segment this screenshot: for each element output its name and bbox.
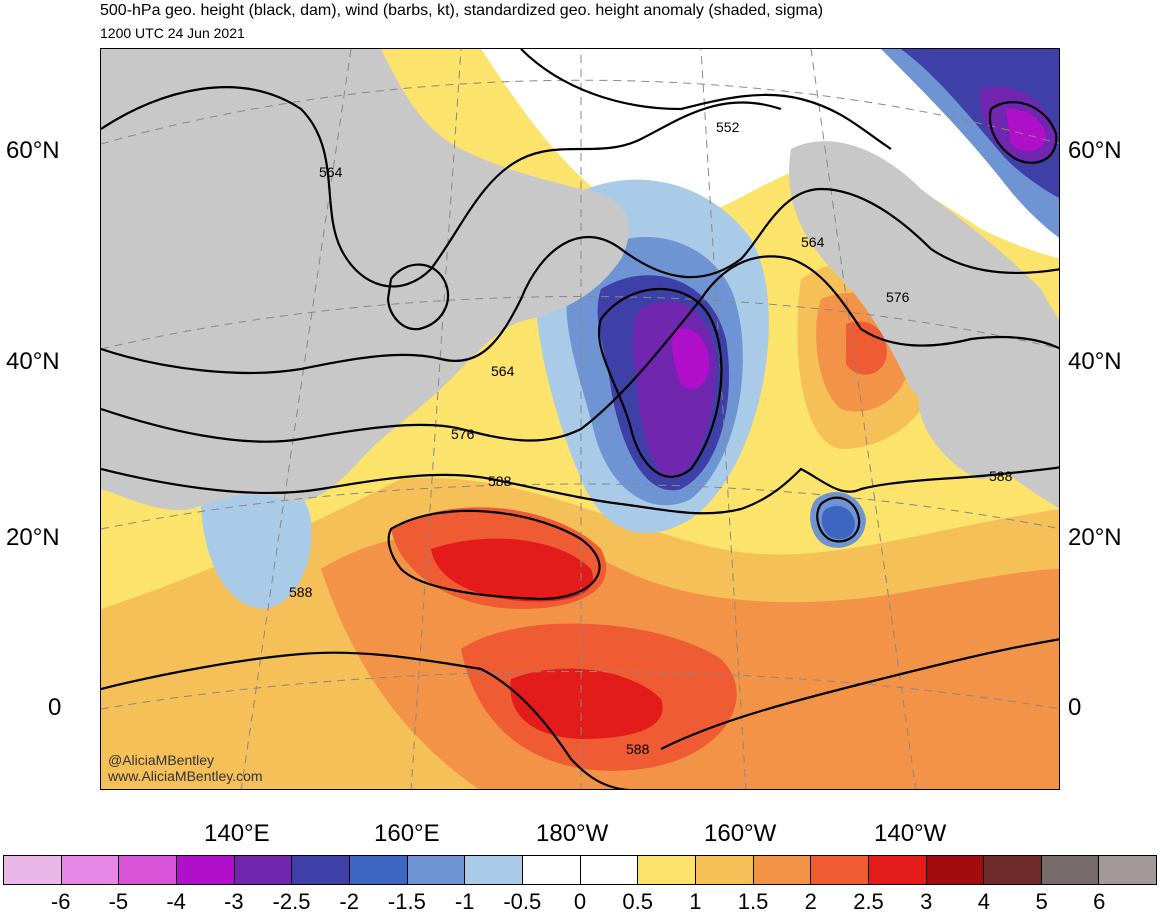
- contour-label: 576: [451, 426, 475, 442]
- lat-label-right: 60°N: [1068, 137, 1122, 164]
- anomaly-max-north: [431, 538, 593, 602]
- colorbar-tick-label: -2: [339, 889, 359, 914]
- contour-nw-low: [386, 263, 450, 331]
- credit-site: www.AliciaMBentley.com: [108, 768, 263, 784]
- graticule: [101, 49, 1059, 789]
- contour-552: [520, 49, 892, 150]
- lon-label: 180°W: [536, 820, 609, 847]
- lon-label: 160°W: [704, 820, 777, 847]
- colorbar-tick-label: 3: [920, 889, 933, 914]
- contour-label: 564: [319, 164, 343, 180]
- lat-label-left: 0: [48, 694, 62, 721]
- contour-label: 564: [801, 234, 825, 250]
- valid-time: 1200 UTC 24 Jun 2021: [100, 25, 245, 41]
- contour-label: 552: [716, 119, 740, 135]
- colorbar-swatch: [1099, 856, 1157, 884]
- colorbar-tick-label: 1: [689, 889, 702, 914]
- colorbar-swatch: [638, 856, 696, 884]
- contour-cutoff: [816, 496, 861, 543]
- anomaly-max-south: [510, 668, 663, 739]
- contour-ne-low: [988, 101, 1058, 164]
- lat-label-right: 40°N: [1068, 348, 1122, 375]
- credit-handle: @AliciaMBentley: [108, 752, 215, 768]
- lat-label-left: 60°N: [6, 137, 60, 164]
- colorbar-tick-label: -6: [50, 889, 71, 914]
- colorbar-swatch: [1041, 856, 1100, 884]
- contour-label: 588: [488, 473, 512, 489]
- colorbar-tick-label: -5: [108, 889, 129, 914]
- colorbar-swatch: [292, 856, 350, 884]
- colorbar-tick-label: -0.5: [503, 889, 542, 914]
- colorbar-swatch: [753, 856, 812, 884]
- contour-588-closed: [387, 509, 601, 601]
- colorbar-tick-label: -1: [454, 889, 475, 914]
- colorbar-swatch: [176, 856, 235, 884]
- lat-label-left: 20°N: [6, 524, 60, 551]
- lon-label: 140°W: [874, 820, 947, 847]
- map-panel: 564 552 564 576 564 576 588 588 588 588: [100, 48, 1060, 790]
- colorbar-tick-label: -3: [224, 889, 244, 914]
- contour-588-north: [101, 466, 1059, 515]
- colorbar-swatch: [811, 856, 869, 884]
- lat-label-right: 0: [1068, 694, 1082, 721]
- colorbar-tick-label: 5: [1035, 889, 1048, 914]
- contour-564-north: [101, 86, 782, 288]
- colorbar-tick-label: 4: [977, 889, 991, 914]
- contour-label: 564: [491, 363, 515, 379]
- contour-588-south: [101, 651, 630, 789]
- colorbar-swatch: [580, 856, 639, 884]
- anomaly-alaska-max: [846, 321, 887, 375]
- contour-label: 588: [989, 468, 1013, 484]
- map-canvas: 564 552 564 576 564 576 588 588 588 588: [101, 49, 1059, 789]
- colorbar-swatch: [234, 856, 293, 884]
- colorbar-swatch: [522, 856, 581, 884]
- colorbar-tick-label: 2.5: [853, 889, 884, 914]
- land-california: [918, 389, 1009, 479]
- contour-564-main: [101, 187, 1059, 375]
- lat-label-right: 20°N: [1068, 524, 1122, 551]
- anomaly-cutoff-core: [821, 505, 855, 540]
- colorbar-swatch: [926, 856, 985, 884]
- colorbar-swatch: [119, 856, 177, 884]
- colorbar-tick-label: 0.5: [622, 889, 653, 914]
- lat-label-left: 40°N: [6, 348, 60, 375]
- land-asia: [101, 49, 629, 510]
- colorbar: [3, 855, 1157, 885]
- contour-label: 588: [626, 741, 650, 757]
- colorbar-tick-label: 0: [573, 889, 587, 914]
- colorbar-tick-label: -2.5: [272, 889, 311, 914]
- colorbar-swatch: [695, 856, 754, 884]
- contour-label: 588: [289, 584, 313, 600]
- contour-576: [101, 255, 1059, 443]
- colorbar-tick-label: 6: [1093, 889, 1106, 914]
- colorbar-swatch: [4, 856, 62, 884]
- contour-label: 576: [886, 289, 910, 305]
- graticule-160e: [410, 49, 462, 789]
- graticule-20n: [101, 483, 1059, 530]
- colorbar-tick-label: 2: [804, 889, 817, 914]
- colorbar-swatch: [349, 856, 408, 884]
- colorbar-swatch: [868, 856, 927, 884]
- anomaly-ne-low-max: [1006, 108, 1046, 151]
- contour-588-south-east: [660, 638, 1059, 750]
- colorbar-tick-label: 1.5: [737, 889, 769, 914]
- lon-label: 160°E: [374, 820, 440, 847]
- land-north-america: [789, 141, 1059, 508]
- lon-label: 140°E: [204, 820, 270, 847]
- colorbar-swatch: [984, 856, 1042, 884]
- anomaly-trough-max: [672, 328, 710, 389]
- figure-title: 500-hPa geo. height (black, dam), wind (…: [100, 2, 824, 19]
- contour-trough-inner: [597, 288, 723, 478]
- graticule-160w: [700, 49, 747, 789]
- colorbar-swatch: [61, 856, 120, 884]
- colorbar-swatch: [465, 856, 523, 884]
- colorbar-tick-label: -1.5: [387, 889, 426, 914]
- graticule-60n: [101, 79, 1059, 145]
- height-contours: [101, 49, 1059, 789]
- colorbar-swatch: [407, 856, 466, 884]
- colorbar-tick-label: -4: [166, 889, 186, 914]
